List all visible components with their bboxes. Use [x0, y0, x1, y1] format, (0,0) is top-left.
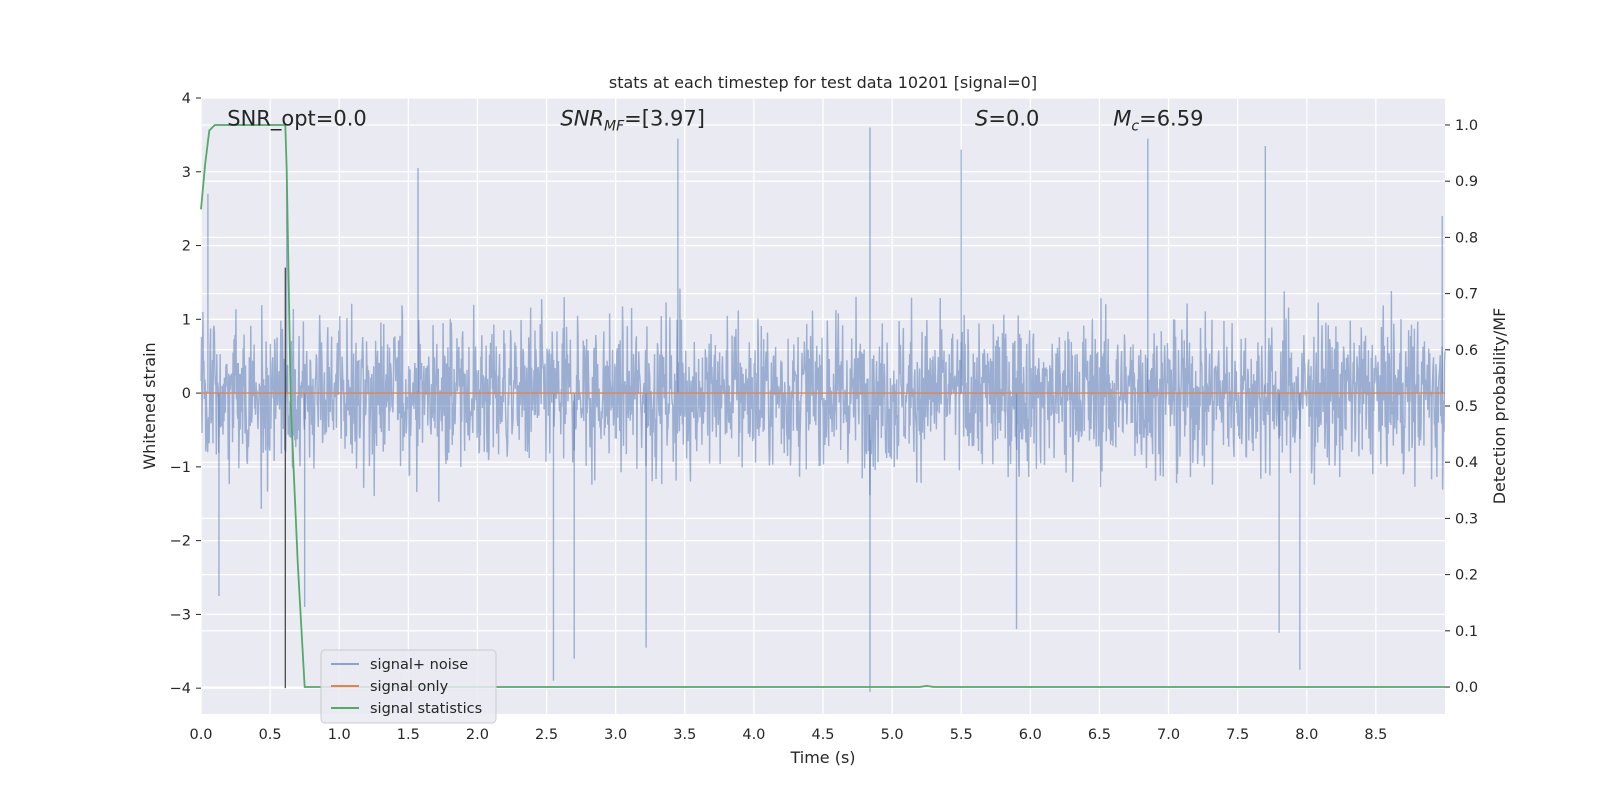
y2-tick-label: 0.1: [1455, 624, 1478, 640]
x-tick-label: 0.0: [189, 727, 212, 743]
chart-title: stats at each timestep for test data 102…: [609, 73, 1037, 92]
y2-tick-label: 0.2: [1455, 568, 1478, 584]
y2-tick-label: 0.9: [1455, 174, 1478, 190]
x-tick-label: 7.0: [1157, 727, 1180, 743]
y2-tick-label: 0.0: [1455, 680, 1478, 696]
y-tick-label: 1: [182, 312, 191, 328]
x-tick-label: 3.0: [604, 727, 627, 743]
y-tick-label: 0: [182, 386, 191, 402]
x-tick-label: 1.0: [328, 727, 351, 743]
annotation-2: S=0.0: [975, 107, 1039, 131]
series-signal-noise-line: [200, 288, 1446, 509]
y-tick-label: −3: [170, 607, 191, 623]
annotation-3: Mc=6.59: [1113, 107, 1203, 135]
legend-label-signal-statistics: signal statistics: [370, 701, 482, 717]
x-tick-label: 2.5: [535, 727, 558, 743]
y2-tick-label: 0.6: [1455, 343, 1478, 359]
x-tick-label: 4.0: [742, 727, 765, 743]
legend: signal+ noise signal only signal statist…: [320, 649, 497, 724]
y2-tick-label: 0.3: [1455, 511, 1478, 527]
x-tick-label: 7.5: [1226, 727, 1249, 743]
x-tick-label: 6.5: [1088, 727, 1111, 743]
y-tick-label: −1: [170, 460, 191, 476]
annotations: SNR_opt=0.0 SNRMF=[3.97] S=0.0 Mc=6.59: [227, 107, 1203, 135]
y-tick-label: −4: [170, 681, 191, 697]
y-tick-label: 3: [182, 165, 191, 181]
x-tick-label: 5.0: [881, 727, 904, 743]
y2-tick-label: 1.0: [1455, 118, 1478, 134]
axis-ticks: 0.0 0.5 1.0 1.5 2.0 2.5 3.0 3.5 4.0 4.5 5.0 5.5 6.0 6…: [170, 91, 1478, 743]
y2-tick-label: 0.4: [1455, 455, 1478, 471]
legend-label-signal-only: signal only: [370, 679, 449, 695]
y2-tick-label: 0.5: [1455, 399, 1478, 415]
y2-tick-label: 0.7: [1455, 287, 1478, 303]
y-tick-label: −2: [170, 534, 191, 550]
y2-axis-label: Detection probability/MF: [1490, 308, 1509, 505]
x-tick-label: 6.0: [1019, 727, 1042, 743]
x-tick-label: 0.5: [259, 727, 282, 743]
annotation-1: SNRMF=[3.97]: [560, 107, 705, 135]
x-tick-label: 4.5: [811, 727, 834, 743]
y-tick-label: 2: [182, 239, 191, 255]
x-tick-label: 8.5: [1364, 727, 1387, 743]
x-tick-label: 1.5: [397, 727, 420, 743]
y-axis-label: Whitened strain: [140, 342, 159, 469]
annotation-0: SNR_opt=0.0: [227, 107, 367, 132]
x-tick-label: 3.5: [673, 727, 696, 743]
y2-tick-label: 0.8: [1455, 230, 1478, 246]
x-axis-label: Time (s): [789, 748, 855, 767]
legend-box: [320, 649, 497, 724]
x-tick-label: 8.0: [1295, 727, 1318, 743]
legend-label-signal-noise: signal+ noise: [370, 657, 468, 673]
x-tick-label: 2.0: [466, 727, 489, 743]
x-tick-label: 5.5: [950, 727, 973, 743]
y-tick-label: 4: [182, 91, 191, 107]
